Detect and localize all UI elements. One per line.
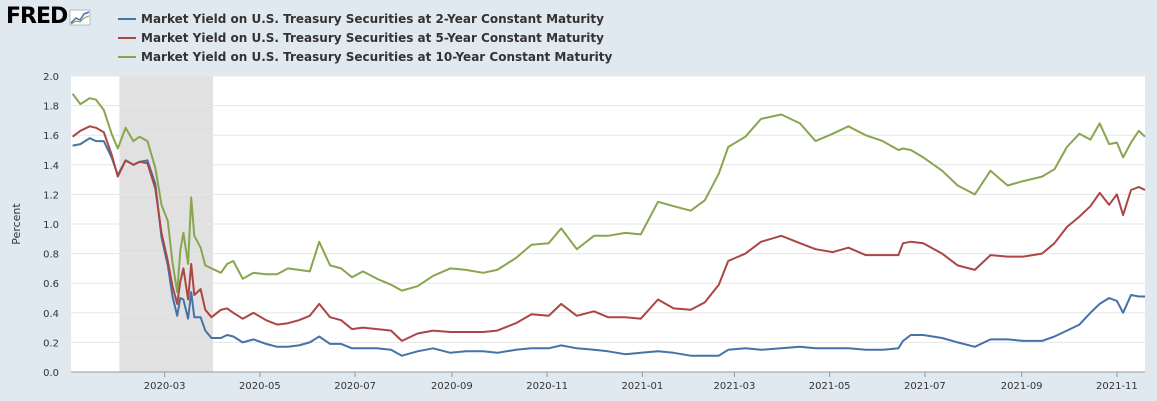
y-tick-label: 0.4 [43, 309, 59, 320]
series-line-2-year [72, 137, 1145, 357]
series-line-5-year [71, 125, 1146, 342]
x-tick-label: 2021-05 [809, 381, 851, 392]
legend-label-10-year: Market Yield on U.S. Treasury Securities… [141, 49, 613, 64]
fred-logo[interactable]: FRED [6, 4, 91, 30]
series-lines [71, 93, 1146, 357]
chart-legend: Market Yield on U.S. Treasury Securities… [118, 9, 612, 66]
y-axis-label: Percent [10, 203, 23, 245]
legend-label-5-year: Market Yield on U.S. Treasury Securities… [141, 30, 604, 45]
x-tick-label: 2021-01 [621, 381, 663, 392]
y-tick-label: 0.6 [43, 279, 59, 290]
logo-text: FRED [6, 4, 68, 29]
x-tick-label: 2021-11 [1096, 381, 1138, 392]
x-tick-label: 2021-09 [1001, 381, 1043, 392]
chart-line-icon [69, 9, 91, 26]
y-axis-ticks: 0.0 0.2 0.4 0.6 0.8 1.0 1.2 1.4 1.6 1.8 2.0 [43, 72, 59, 379]
x-tick-label: 2020-07 [334, 381, 376, 392]
y-tick-label: 1.6 [43, 131, 59, 142]
x-tick-label: 2020-05 [239, 381, 281, 392]
y-tick-label: 1.8 [43, 102, 59, 113]
y-tick-label: 1.0 [43, 220, 59, 231]
grid-lines [71, 75, 1145, 343]
legend-item-10-year[interactable]: Market Yield on U.S. Treasury Securities… [118, 47, 612, 66]
x-tick-label: 2020-09 [431, 381, 473, 392]
y-tick-label: 1.4 [43, 161, 59, 172]
y-tick-label: 0.8 [43, 250, 59, 261]
legend-item-5-year[interactable]: Market Yield on U.S. Treasury Securities… [118, 28, 612, 47]
legend-label-2-year: Market Yield on U.S. Treasury Securities… [141, 11, 604, 26]
x-tick-label: 2020-11 [526, 381, 568, 392]
legend-swatch-2-year [118, 17, 136, 20]
legend-swatch-5-year [118, 36, 136, 39]
legend-swatch-10-year [118, 55, 136, 58]
series-line-10-year [71, 93, 1146, 294]
x-tick-label: 2021-07 [904, 381, 946, 392]
x-tick-label: 2020-03 [144, 381, 186, 392]
y-tick-label: 2.0 [43, 72, 59, 83]
x-axis-ticks: 2020-03 2020-05 2020-07 2020-09 2020-11 2021-… [144, 372, 1138, 392]
y-tick-label: 1.2 [43, 190, 59, 201]
y-tick-label: 0.2 [43, 338, 59, 349]
x-tick-label: 2021-03 [714, 381, 756, 392]
y-tick-label: 0.0 [43, 368, 59, 379]
legend-item-2-year[interactable]: Market Yield on U.S. Treasury Securities… [118, 9, 612, 28]
